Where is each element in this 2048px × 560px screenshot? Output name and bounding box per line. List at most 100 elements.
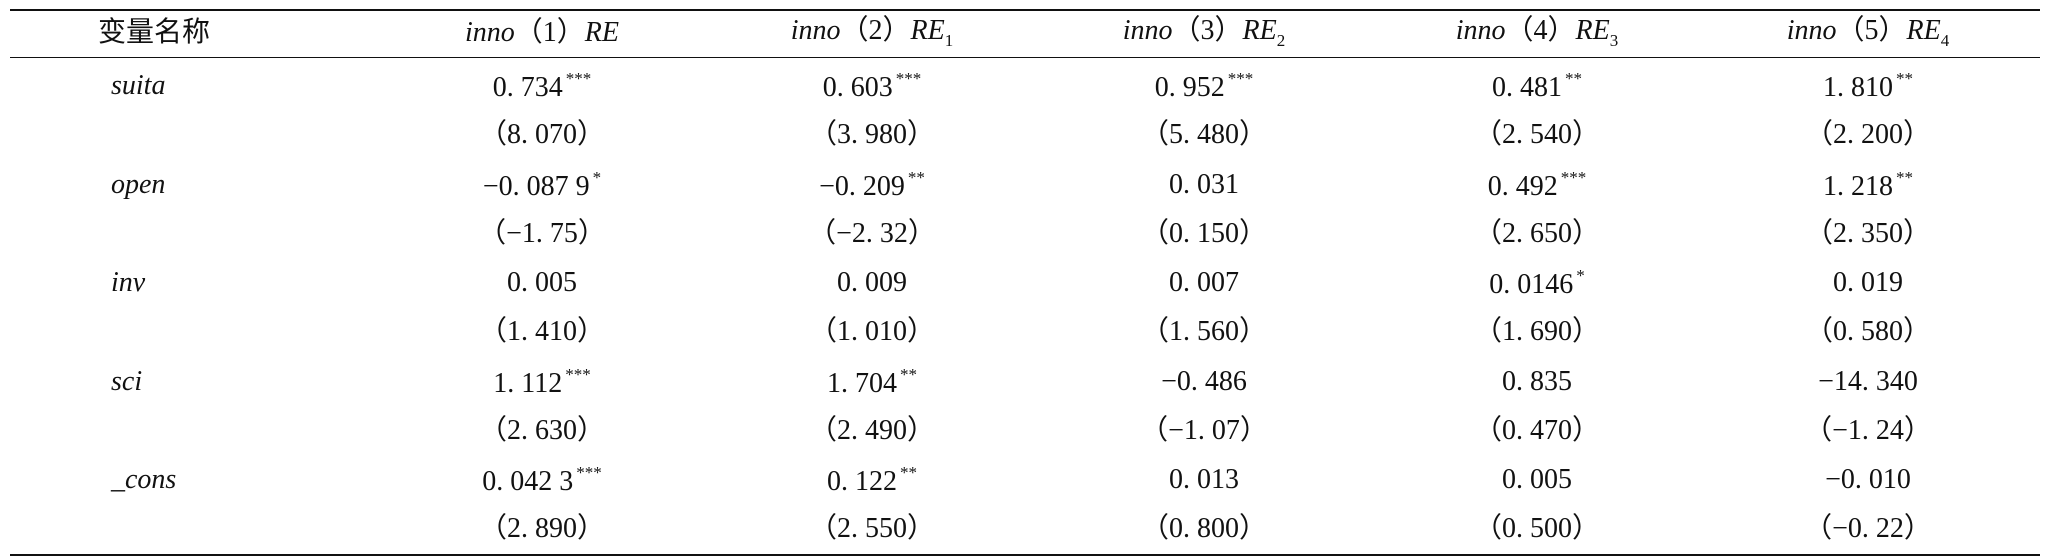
t-statistic: （−0. 22）: [1804, 513, 1932, 544]
coef-value: 0. 005: [507, 267, 577, 298]
coef-value: 0. 031: [1169, 168, 1239, 200]
t-statistic: （2. 650）: [1473, 217, 1601, 249]
significance-stars: ***: [895, 69, 922, 88]
coefficient: 0. 734 ***: [493, 70, 592, 102]
t-statistic: （2. 490）: [808, 414, 936, 446]
header-cell: inno（4）RE3: [1455, 15, 1619, 50]
coefficient: 0. 122 **: [827, 464, 917, 496]
coefficient: 0. 042 3 ***: [482, 464, 602, 496]
t-statistic: （2. 630）: [478, 414, 606, 446]
estimator: RE: [584, 17, 620, 48]
significance-stars: **: [1896, 69, 1913, 88]
t-statistic: （3. 980）: [808, 119, 936, 150]
estimator: RE: [1242, 15, 1277, 46]
t-statistic: （1. 690）: [1473, 316, 1601, 347]
coefficient: −0. 010: [1825, 466, 1911, 494]
t-statistic: （0. 470）: [1473, 414, 1601, 446]
t-statistic: （2. 200）: [1804, 119, 1932, 150]
coef-value: 1. 112: [493, 367, 563, 399]
t-statistic: （1. 410）: [478, 316, 606, 347]
significance-stars: **: [900, 364, 917, 384]
top-rule: [10, 9, 2040, 11]
significance-stars: **: [907, 167, 925, 187]
coef-value: 0. 007: [1169, 267, 1239, 298]
significance-stars: **: [1896, 167, 1913, 187]
significance-stars: *: [1576, 266, 1585, 285]
model-index: （5）: [1836, 15, 1907, 46]
estimator-sub: 2: [1276, 31, 1286, 50]
coef-value: 1. 810: [1823, 72, 1893, 103]
model-index: （2）: [840, 15, 911, 46]
coef-value: 0. 734: [492, 72, 563, 103]
coefficient: 0. 019: [1833, 269, 1903, 297]
header-cell: inno（2）RE1: [790, 15, 954, 50]
model-name: inno: [1122, 15, 1173, 46]
header-cell: inno（5）RE4: [1786, 15, 1950, 50]
coefficient: 1. 704 **: [827, 366, 917, 398]
model-name: inno: [1786, 15, 1837, 46]
coef-value: 1. 218: [1823, 170, 1893, 202]
coefficient: 0. 952 ***: [1155, 70, 1254, 102]
coef-value: −0. 087 9: [482, 170, 590, 202]
significance-stars: ***: [1227, 69, 1254, 88]
t-statistic: （2. 350）: [1804, 217, 1932, 249]
coefficient: 0. 603 ***: [823, 70, 922, 102]
coefficient: −0. 087 9 *: [483, 169, 601, 201]
t-statistic: （8. 070）: [478, 119, 606, 150]
coef-value: 0. 481: [1492, 72, 1562, 103]
coefficient: 1. 810 **: [1823, 70, 1913, 102]
t-statistic: （0. 500）: [1473, 513, 1601, 544]
coefficient: 0. 031: [1169, 168, 1239, 200]
t-statistic: （0. 800）: [1140, 513, 1268, 544]
t-statistic: （2. 540）: [1473, 119, 1601, 150]
coefficient: 0. 013: [1169, 466, 1239, 494]
coef-value: 0. 122: [827, 466, 897, 497]
t-statistic: （0. 150）: [1140, 217, 1268, 249]
coefficient: 0. 481 **: [1492, 70, 1582, 102]
coef-value: 0. 005: [1502, 464, 1572, 495]
t-statistic: （5. 480）: [1140, 119, 1268, 150]
coef-value: 0. 009: [837, 267, 907, 298]
coefficient: 0. 0146 *: [1489, 267, 1585, 299]
significance-stars: ***: [576, 463, 602, 482]
estimator-sub: 4: [1940, 31, 1950, 50]
coef-value: 0. 952: [1154, 72, 1225, 103]
significance-stars: **: [900, 463, 917, 482]
header-cell: inno（3）RE2: [1122, 15, 1286, 50]
significance-stars: ***: [1560, 167, 1587, 187]
variable-name: suita: [111, 70, 166, 101]
coefficient: 1. 218 **: [1823, 169, 1913, 201]
coef-value: −0. 209: [819, 170, 905, 202]
variable-name: inv: [111, 267, 146, 298]
coef-value: 0. 013: [1169, 464, 1239, 495]
estimator-sub: 3: [1609, 31, 1619, 50]
estimator: RE: [1575, 15, 1610, 46]
coef-value: 0. 603: [822, 72, 893, 103]
header-variable: 变量名称: [98, 17, 211, 48]
coef-value: 1. 704: [827, 367, 897, 399]
t-statistic: （1. 560）: [1140, 316, 1268, 347]
t-statistic: （−1. 24）: [1804, 414, 1932, 446]
significance-stars: ***: [565, 69, 592, 88]
coefficient: 0. 005: [1502, 466, 1572, 494]
model-name: inno: [1455, 15, 1506, 46]
variable-name: open: [111, 168, 166, 200]
estimator: RE: [1906, 15, 1941, 46]
variable-name: sci: [111, 365, 143, 397]
coefficient: 0. 835: [1502, 367, 1572, 396]
significance-stars: *: [592, 167, 602, 187]
model-index: （1）: [514, 17, 585, 48]
coef-value: 0. 019: [1833, 267, 1903, 298]
model-name: inno: [790, 15, 841, 46]
model-index: （3）: [1172, 15, 1243, 46]
header-cell: inno（1）RE: [465, 19, 619, 47]
coef-value: 0. 0146: [1489, 269, 1574, 300]
bottom-rule: [10, 554, 2040, 556]
coefficient: 1. 112 ***: [493, 366, 590, 398]
t-statistic: （−1. 75）: [478, 217, 606, 249]
coefficient: −0. 209 **: [819, 169, 925, 201]
coefficient: 0. 492 ***: [1488, 169, 1587, 201]
coef-value: −0. 486: [1161, 365, 1247, 397]
t-statistic: （−2. 32）: [808, 217, 936, 249]
